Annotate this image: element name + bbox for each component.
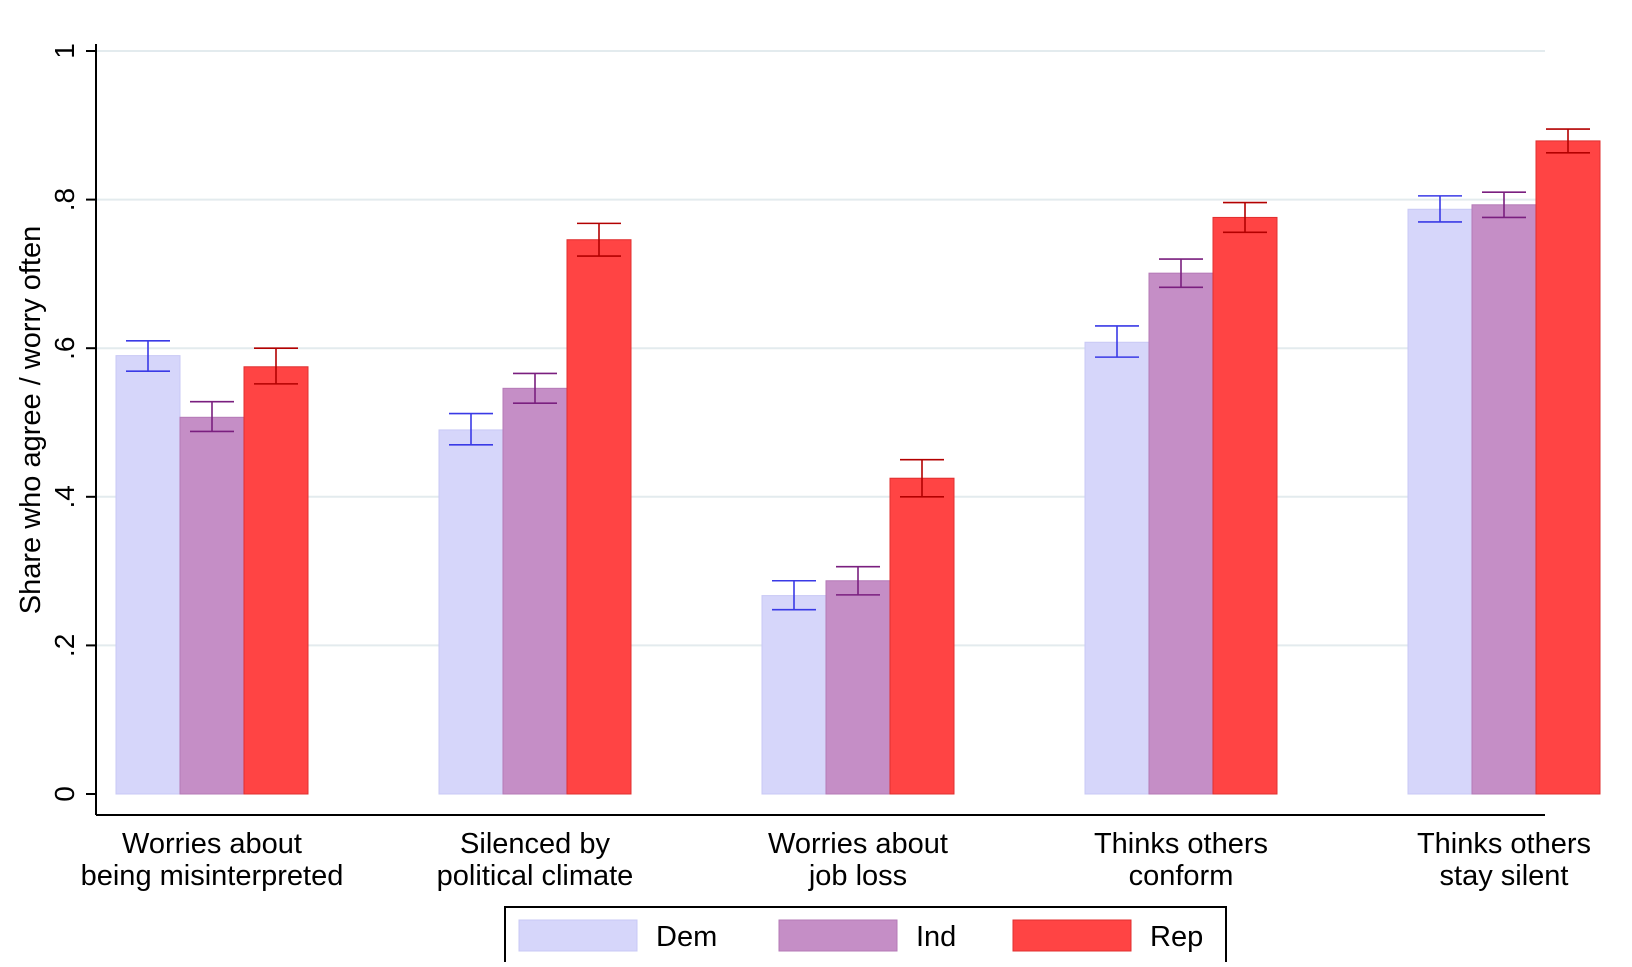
bar-ind bbox=[825, 580, 891, 795]
error-bar-ind bbox=[513, 372, 557, 404]
category-label: Worries about job loss bbox=[768, 828, 948, 892]
error-bar-dem bbox=[1095, 325, 1139, 358]
y-tick-label: .8 bbox=[49, 188, 80, 211]
category-label: Worries about being misinterpreted bbox=[81, 828, 344, 892]
y-axis-title: Share who agree / worry often bbox=[15, 226, 47, 614]
bar-ind bbox=[179, 416, 245, 795]
bar-ind bbox=[1471, 204, 1537, 795]
error-bar-dem bbox=[449, 412, 493, 446]
bars bbox=[115, 140, 1601, 795]
error-bars bbox=[126, 128, 1590, 611]
error-bar-rep bbox=[254, 347, 298, 385]
error-bar-rep bbox=[577, 222, 621, 257]
y-tick-label: .4 bbox=[49, 485, 80, 508]
error-bar-rep bbox=[900, 458, 944, 498]
axes: 0 .2 .4 .6 .8 1 Worries about being misinterpre… bbox=[49, 43, 1591, 892]
legend-swatch bbox=[1012, 919, 1132, 952]
legend: Dem Ind Rep bbox=[504, 906, 1227, 965]
bar-dem bbox=[761, 595, 827, 795]
legend-swatch bbox=[518, 919, 638, 952]
category-label: Silenced by political climate bbox=[437, 828, 634, 892]
bar-rep bbox=[889, 477, 955, 795]
bar-dem bbox=[115, 355, 181, 795]
legend-item-dem: Dem bbox=[518, 919, 717, 953]
error-bar-dem bbox=[772, 579, 816, 611]
y-tick-label: 1 bbox=[49, 43, 80, 59]
error-bar-ind bbox=[1482, 191, 1526, 219]
bar-rep bbox=[243, 366, 309, 795]
category-label: Thinks others conform bbox=[1094, 828, 1268, 892]
bar-dem bbox=[1407, 208, 1473, 795]
y-tick-label: 0 bbox=[49, 786, 80, 802]
legend-swatch bbox=[778, 919, 898, 952]
y-tick-label: .2 bbox=[49, 634, 80, 657]
error-bar-ind bbox=[836, 565, 880, 596]
error-bar-dem bbox=[1418, 195, 1462, 223]
bar-ind bbox=[1148, 272, 1214, 795]
y-tick-label: .6 bbox=[49, 337, 80, 360]
legend-label: Ind bbox=[916, 921, 956, 953]
bar-rep bbox=[1535, 140, 1601, 795]
error-bar-ind bbox=[1159, 258, 1203, 289]
bar-dem bbox=[1084, 341, 1150, 795]
bar-rep bbox=[1212, 216, 1278, 795]
gridlines bbox=[96, 50, 1545, 647]
legend-label: Dem bbox=[656, 921, 717, 953]
bar-ind bbox=[502, 387, 568, 795]
error-bar-dem bbox=[126, 339, 170, 373]
legend-item-rep: Rep bbox=[1012, 919, 1203, 953]
error-bar-rep bbox=[1223, 201, 1267, 234]
legend-label: Rep bbox=[1150, 921, 1203, 953]
error-bar-ind bbox=[190, 400, 234, 433]
error-bar-rep bbox=[1546, 128, 1590, 154]
category-label: Thinks others stay silent bbox=[1417, 828, 1591, 892]
bar-rep bbox=[566, 239, 632, 795]
bar-dem bbox=[438, 429, 504, 795]
legend-item-ind: Ind bbox=[778, 919, 956, 953]
